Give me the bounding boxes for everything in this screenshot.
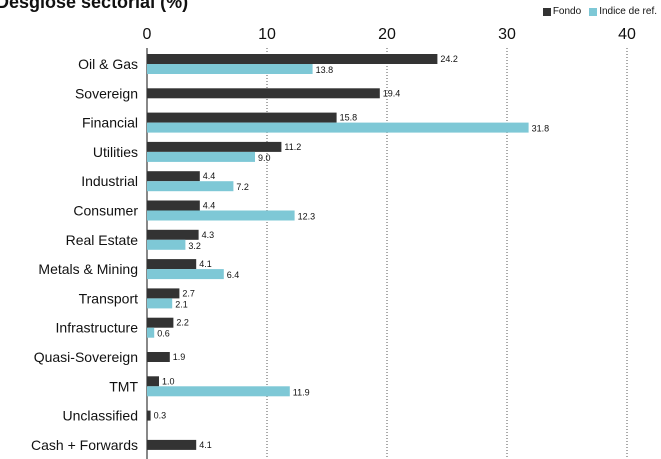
category-label: TMT <box>109 378 138 394</box>
category-label: Financial <box>82 115 138 131</box>
bar-fondo <box>147 259 197 270</box>
category-label: Transport <box>79 290 139 306</box>
bar-fondo <box>147 376 159 387</box>
legend-item-indice: Indice de ref. <box>589 6 657 17</box>
data-label-indice: 31.8 <box>532 124 550 134</box>
data-label-fondo: 2.2 <box>176 318 189 328</box>
data-label-fondo: 1.9 <box>173 352 186 362</box>
data-label-fondo: 4.3 <box>202 230 215 240</box>
bar-fondo <box>147 288 180 299</box>
data-label-indice: 11.9 <box>293 387 310 397</box>
data-label-fondo: 11.2 <box>284 142 301 152</box>
data-label-indice: 7.2 <box>236 182 249 192</box>
data-label-fondo: 1.0 <box>162 376 175 386</box>
category-label: Industrial <box>81 173 138 189</box>
bar-indice <box>147 298 173 309</box>
data-label-indice: 2.1 <box>175 299 188 309</box>
category-label: Quasi-Sovereign <box>34 349 138 365</box>
data-label-indice: 13.8 <box>316 65 334 75</box>
category-label: Oil & Gas <box>78 56 138 72</box>
category-label: Metals & Mining <box>38 261 138 277</box>
chart-title: Desglose sectorial (%) <box>0 0 189 12</box>
bar-fondo <box>147 54 438 64</box>
bar-fondo <box>147 112 337 123</box>
x-tick-label: 40 <box>618 26 636 43</box>
data-label-fondo: 4.4 <box>203 171 216 181</box>
bar-indice <box>147 386 290 397</box>
data-label-indice: 3.2 <box>188 241 201 251</box>
bar-indice <box>147 64 313 74</box>
legend-label-fondo: Fondo <box>552 6 582 17</box>
bar-indice <box>147 122 529 133</box>
bar-fondo <box>147 229 199 240</box>
category-label: Real Estate <box>66 232 139 248</box>
x-tick-label: 0 <box>143 26 152 43</box>
bar-fondo <box>147 410 151 421</box>
category-label: Unclassified <box>63 408 138 424</box>
legend-swatch-fondo <box>542 7 551 16</box>
data-label-fondo: 2.7 <box>182 288 195 298</box>
bar-fondo <box>147 200 200 211</box>
category-label: Utilities <box>93 144 138 160</box>
data-label-fondo: 15.8 <box>340 113 358 123</box>
bar-fondo <box>147 439 197 450</box>
category-label: Infrastructure <box>56 320 139 336</box>
x-tick-label: 10 <box>258 26 276 43</box>
data-label-fondo: 19.4 <box>383 88 401 98</box>
legend-item-fondo: Fondo <box>542 6 582 17</box>
data-label-fondo: 0.3 <box>154 411 167 421</box>
x-tick-label: 30 <box>498 26 516 43</box>
data-label-indice: 12.3 <box>298 212 316 222</box>
data-label-fondo: 4.4 <box>203 201 216 211</box>
bar-indice <box>147 151 255 162</box>
bar-fondo <box>147 88 380 99</box>
legend-label-indice: Indice de ref. <box>599 6 657 17</box>
data-label-indice: 0.6 <box>157 329 170 339</box>
category-label: Sovereign <box>75 85 138 101</box>
bar-indice <box>147 181 234 192</box>
x-tick-label: 20 <box>378 26 396 43</box>
bar-fondo <box>147 141 282 152</box>
category-label: Cash + Forwards <box>31 437 138 453</box>
bar-indice <box>147 210 295 221</box>
legend: Fondo Indice de ref. <box>542 6 657 17</box>
bar-indice <box>147 269 224 280</box>
bar-fondo <box>147 317 174 328</box>
data-label-fondo: 4.1 <box>199 259 212 269</box>
bar-fondo <box>147 171 200 182</box>
data-label-fondo: 24.2 <box>440 54 458 64</box>
bar-indice <box>147 327 155 338</box>
bar-fondo <box>147 352 170 362</box>
data-label-indice: 9.0 <box>258 153 271 163</box>
bar-indice <box>147 239 186 250</box>
data-label-indice: 6.4 <box>227 270 240 280</box>
data-label-fondo: 4.1 <box>199 440 212 450</box>
category-label: Consumer <box>73 203 138 219</box>
legend-swatch-indice <box>589 7 598 16</box>
